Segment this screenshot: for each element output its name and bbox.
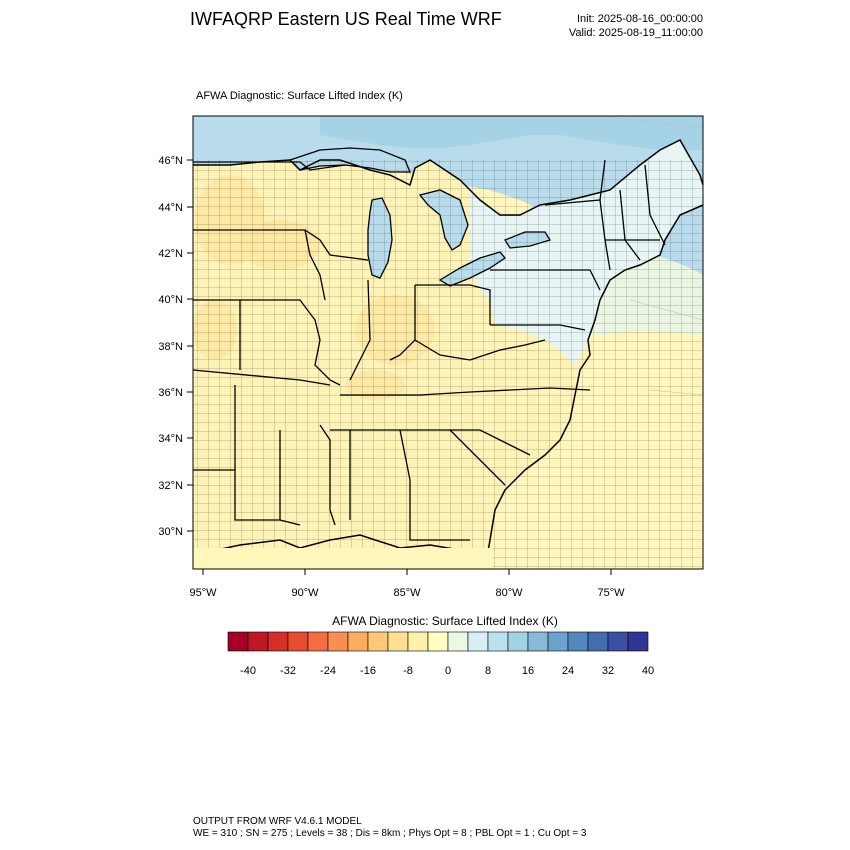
lon-label: 80°W (495, 587, 523, 599)
valid-time: Valid: 2025-08-19_11:00:00 (568, 27, 703, 39)
colorbar-swatch (427, 631, 449, 652)
map-frame (192, 115, 704, 570)
colorbar-label: 32 (602, 665, 614, 677)
colorbar-swatch (567, 631, 589, 652)
colorbar-swatch (247, 631, 269, 652)
lat-label: 32°N (158, 480, 183, 492)
lon-label: 85°W (393, 587, 421, 599)
lat-label: 46°N (158, 155, 183, 167)
lat-label: 42°N (158, 248, 183, 260)
colorbar-swatch (467, 631, 489, 652)
latitude-labels: 46°N 44°N 42°N 40°N 38°N 36°N 34°N 32°N … (158, 155, 183, 538)
colorbar-swatch (267, 631, 289, 652)
colorbar-swatch (307, 631, 329, 652)
colorbar-label: -16 (360, 665, 376, 677)
colorbar-swatch (407, 631, 429, 652)
colorbar-swatch (527, 631, 549, 652)
graticule (599, 116, 703, 396)
colorbar-swatch (327, 631, 349, 652)
colorbar-swatch (547, 631, 569, 652)
lon-label: 75°W (597, 587, 625, 599)
colorbar (227, 631, 649, 652)
lon-label: 95°W (189, 587, 217, 599)
colorbar-swatch (627, 631, 649, 652)
colorbar-label: 16 (522, 665, 534, 677)
longitude-labels: 95°W 90°W 85°W 80°W 75°W (189, 587, 625, 599)
lat-label: 44°N (158, 202, 183, 214)
gulf-coastline (193, 534, 481, 561)
colorbar-swatch (487, 631, 509, 652)
colorbar-title: AFWA Diagnostic: Surface Lifted Index (K… (332, 614, 558, 628)
colorbar-label: 8 (485, 665, 491, 677)
lon-label: 90°W (291, 587, 319, 599)
coastline (193, 139, 703, 569)
colorbar-label: -8 (403, 665, 413, 677)
colorbar-swatch (347, 631, 369, 652)
lat-label: 34°N (158, 433, 183, 445)
main-title: IWFAQRP Eastern US Real Time WRF (190, 9, 502, 29)
colorbar-swatch (507, 631, 529, 652)
colorbar-swatch (587, 631, 609, 652)
gulf-water (193, 548, 493, 569)
longitude-ticks (202, 569, 612, 575)
lat-label: 40°N (158, 294, 183, 306)
colorbar-label: 24 (562, 665, 574, 677)
colorbar-swatch (387, 631, 409, 652)
colorbar-swatch (367, 631, 389, 652)
lat-label: 30°N (158, 526, 183, 538)
colorbar-swatch (227, 631, 249, 652)
county-boundaries (193, 160, 703, 569)
colorbar-labels: -40 -32 -24 -16 -8 0 8 16 24 32 40 (240, 665, 654, 677)
colorbar-label: 40 (642, 665, 654, 677)
lat-label: 38°N (158, 341, 183, 353)
model-config-line: WE = 310 ; SN = 275 ; Levels = 38 ; Dis … (193, 828, 587, 839)
state-boundaries (193, 159, 666, 541)
canada-water-field (320, 116, 703, 150)
init-time: Init: 2025-08-16_00:00:00 (577, 13, 703, 25)
colorbar-swatch (287, 631, 309, 652)
map-area (193, 116, 703, 569)
model-output-line: OUTPUT FROM WRF V4.6.1 MODEL (193, 816, 362, 827)
latitude-ticks (187, 159, 193, 532)
colorbar-label: 0 (445, 665, 451, 677)
plot-field-label: AFWA Diagnostic: Surface Lifted Index (K… (196, 90, 403, 102)
colorbar-label: -32 (280, 665, 296, 677)
colorbar-swatch (447, 631, 469, 652)
colorbar-label: -24 (320, 665, 336, 677)
colorbar-label: -40 (240, 665, 256, 677)
lat-label: 36°N (158, 387, 183, 399)
colorbar-swatch (607, 631, 629, 652)
